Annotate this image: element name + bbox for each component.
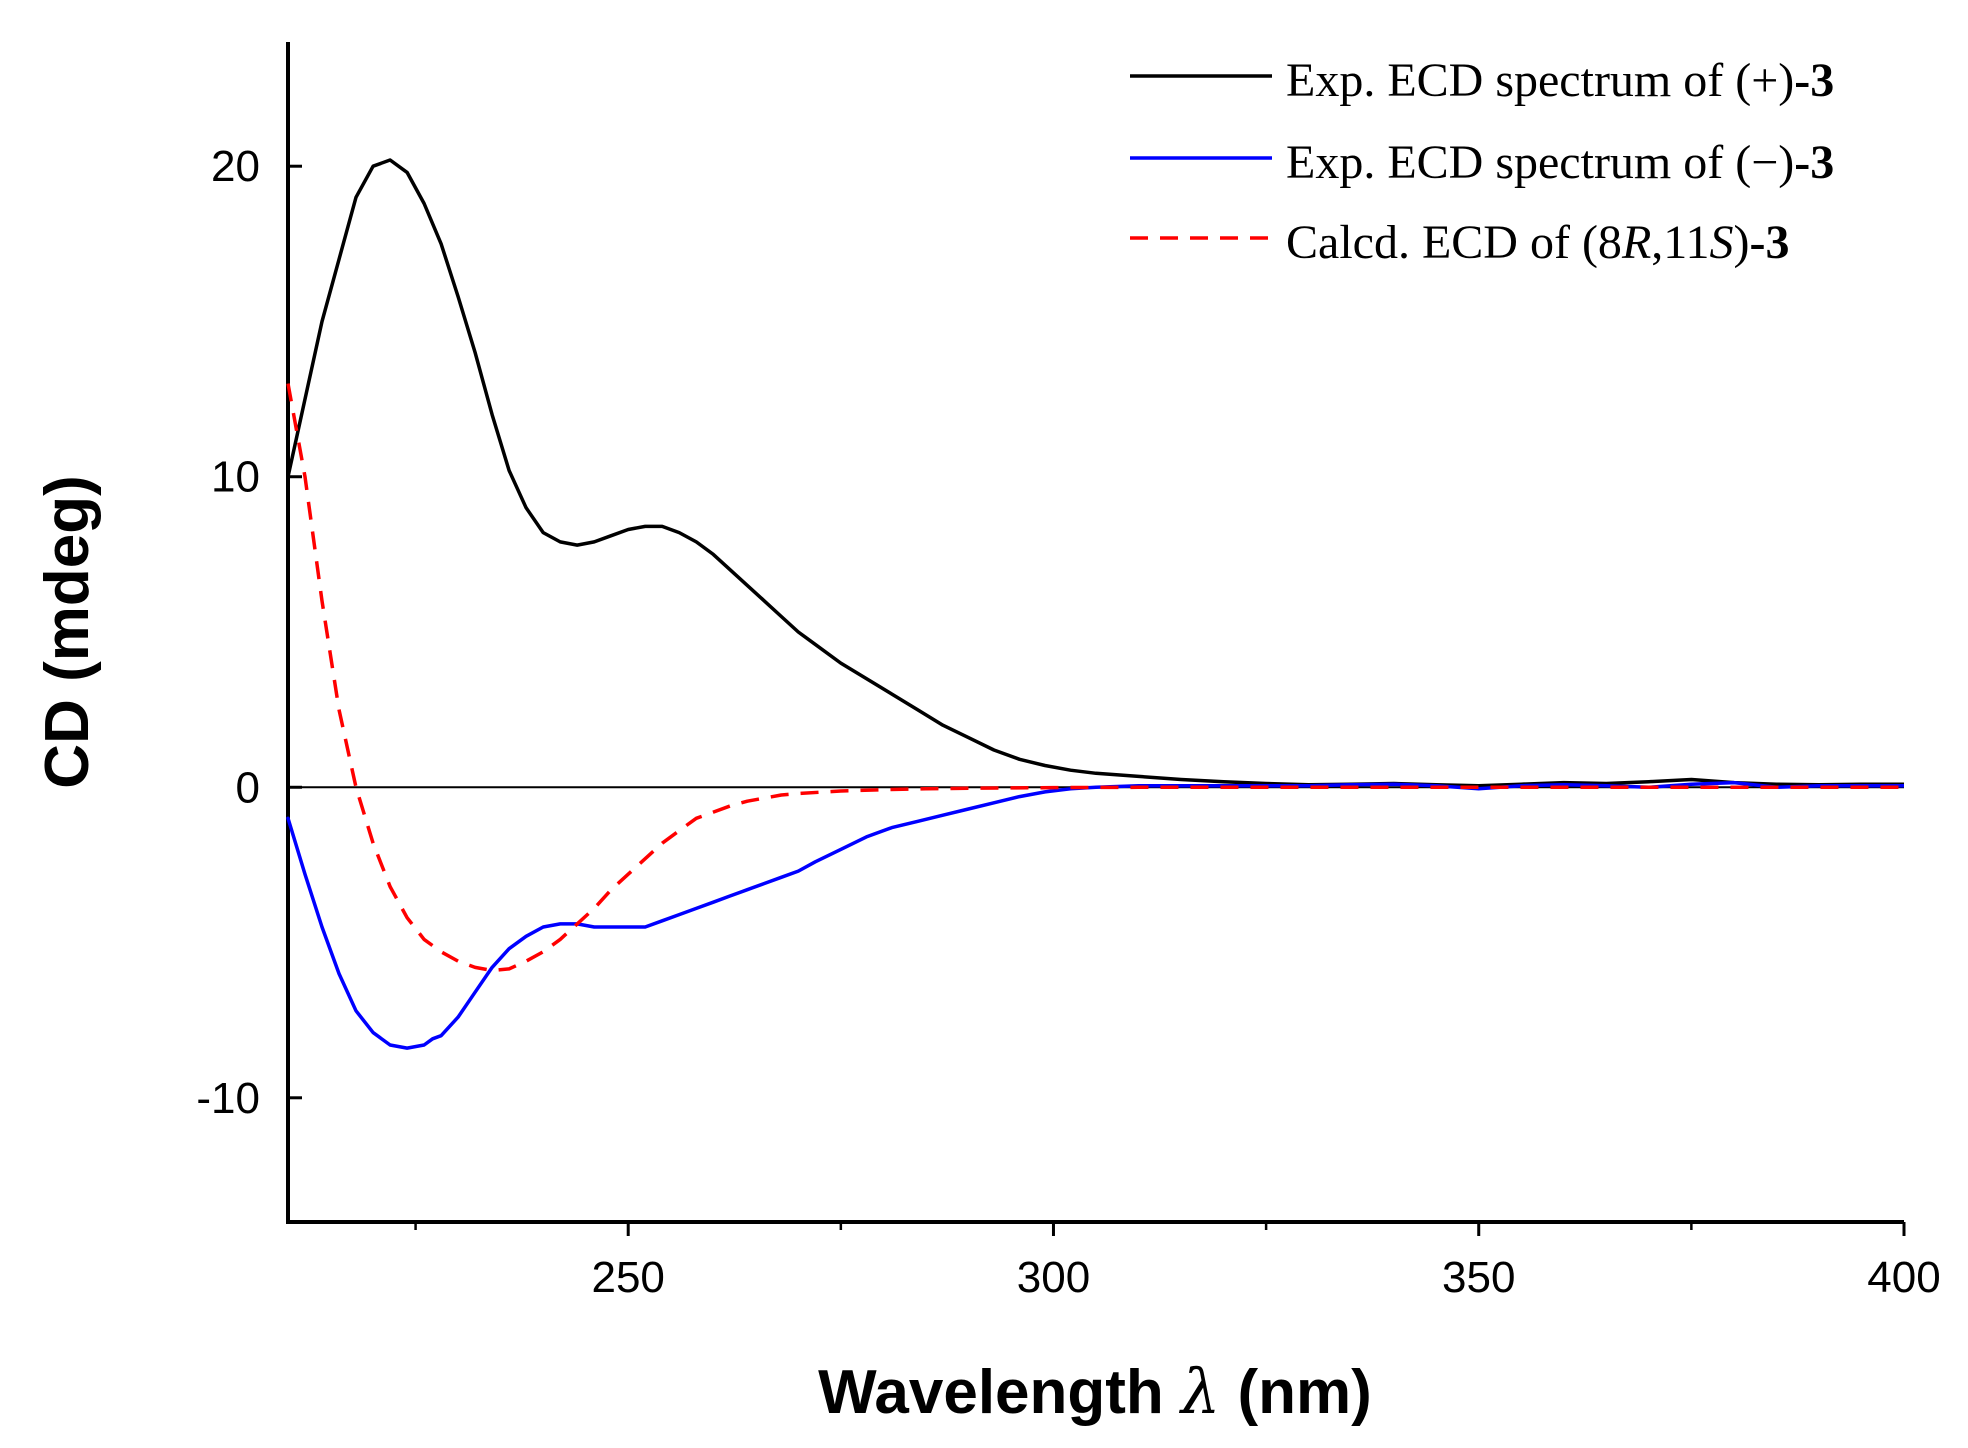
y-tick-label: -10 (196, 1074, 260, 1123)
x-tick-label: 400 (1867, 1253, 1940, 1302)
legend: Exp. ECD spectrum of (+)-3 Exp. ECD spec… (1130, 54, 1834, 269)
x-axis-title: Wavelength λ (nm) (818, 1355, 1372, 1428)
y-tick-label: 20 (211, 142, 260, 191)
y-tick-label: 10 (211, 453, 260, 502)
x-tick-label: 350 (1442, 1253, 1515, 1302)
series-line-minus (286, 780, 1904, 1050)
series-line-calcd (286, 383, 1904, 973)
x-axis-title-post: (nm) (1220, 1358, 1372, 1427)
legend-label-minus: Exp. ECD spectrum of (−)-3 (1286, 136, 1834, 189)
x-tick-label: 250 (591, 1253, 664, 1302)
legend-label-plus: Exp. ECD spectrum of (+)-3 (1286, 54, 1834, 107)
x-axis-title-symbol: λ (1178, 1355, 1220, 1428)
y-tick-label: 0 (236, 763, 260, 812)
legend-label-calcd: Calcd. ECD of (8R,11S)-3 (1286, 216, 1789, 269)
y-axis-title: CD (mdeg) (33, 475, 102, 788)
x-tick-label: 300 (1017, 1253, 1090, 1302)
x-axis-title-pre: Wavelength (818, 1358, 1181, 1427)
